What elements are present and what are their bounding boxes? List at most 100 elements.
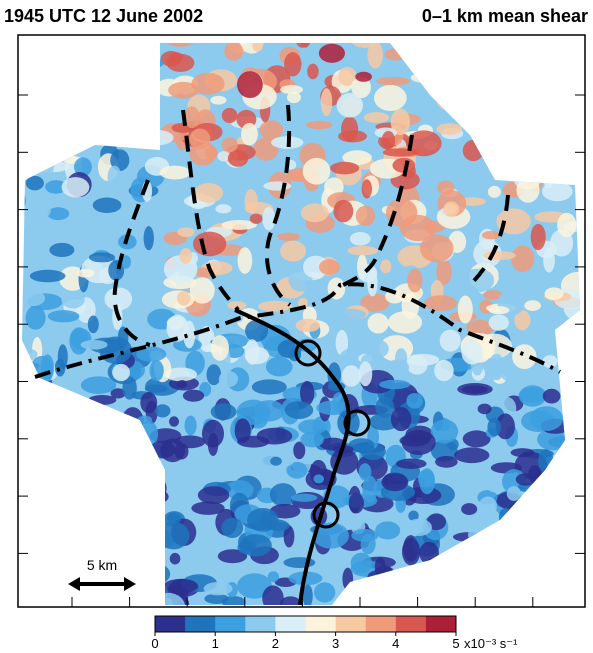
colorbar-cell	[426, 616, 457, 632]
field-blob	[468, 526, 492, 543]
field-blob	[521, 508, 536, 523]
field-blob	[198, 486, 229, 504]
field-blob	[510, 158, 541, 167]
field-blob	[487, 418, 500, 437]
field-blob	[134, 128, 163, 142]
field-blob	[380, 260, 391, 274]
field-blob	[34, 390, 67, 417]
field-blob	[552, 58, 564, 72]
field-blob	[420, 64, 435, 89]
field-blob	[28, 202, 51, 219]
field-blob	[33, 108, 46, 118]
field-blob	[69, 94, 95, 118]
field-blob	[108, 166, 122, 189]
field-blob	[44, 441, 65, 460]
field-blob	[121, 487, 146, 514]
colorbar-tick-label: 1	[212, 636, 219, 651]
field-blob	[481, 75, 507, 91]
field-blob	[31, 31, 64, 40]
field-blob	[144, 226, 154, 250]
field-blob	[402, 430, 436, 455]
field-blob	[451, 408, 462, 419]
field-blob	[44, 463, 67, 472]
field-blob	[27, 538, 38, 547]
colorbar-tick-label: 0	[151, 636, 158, 651]
field-blob	[530, 105, 540, 117]
field-blob	[550, 542, 573, 562]
field-blob	[486, 145, 512, 157]
field-blob	[432, 79, 443, 92]
field-blob	[254, 400, 285, 421]
field-blob	[147, 564, 170, 583]
field-blob	[319, 259, 340, 275]
field-blob	[516, 80, 551, 102]
field-blob	[534, 57, 556, 66]
field-blob	[518, 162, 535, 175]
field-blob	[392, 590, 402, 602]
field-blob	[38, 78, 65, 99]
field-blob	[149, 360, 163, 381]
colorbar-cell	[306, 616, 337, 632]
field-blob	[445, 74, 462, 82]
field-blob	[507, 486, 521, 501]
field-blob	[532, 139, 555, 150]
field-blob	[406, 393, 422, 409]
field-blob	[18, 458, 47, 484]
field-blob	[550, 575, 562, 588]
field-blob	[450, 565, 469, 580]
field-blob	[300, 432, 323, 447]
field-blob	[108, 449, 144, 462]
field-blob	[257, 428, 293, 445]
field-blob	[463, 140, 484, 161]
field-blob	[402, 538, 420, 565]
field-blob	[170, 553, 181, 565]
field-blob	[555, 86, 575, 98]
field-blob	[88, 315, 99, 333]
field-blob	[531, 44, 554, 53]
field-blob	[211, 403, 237, 420]
field-blob	[489, 306, 510, 314]
field-blob	[424, 295, 457, 311]
field-blob	[159, 166, 190, 180]
field-blob	[14, 414, 35, 435]
field-blob	[33, 419, 64, 440]
field-blob	[81, 376, 116, 394]
field-blob	[330, 162, 359, 175]
field-blob	[545, 287, 564, 300]
field-blob	[493, 132, 522, 148]
field-blob	[208, 433, 218, 456]
field-blob	[456, 558, 472, 585]
field-blob	[493, 113, 514, 131]
field-blob	[379, 380, 410, 390]
field-blob	[99, 336, 132, 363]
field-blob	[520, 90, 530, 116]
field-blob	[351, 553, 372, 574]
field-blob	[362, 179, 372, 198]
field-blob	[35, 461, 63, 471]
field-blob	[33, 458, 66, 476]
field-blob	[19, 588, 44, 615]
field-blob	[244, 189, 257, 213]
field-blob	[547, 533, 578, 544]
field-blob	[420, 592, 443, 606]
field-blob	[35, 137, 50, 153]
field-blob	[258, 301, 292, 312]
field-blob	[558, 490, 593, 507]
field-blob	[77, 528, 108, 540]
field-blob	[407, 269, 422, 293]
field-blob	[530, 26, 547, 51]
field-blob	[375, 521, 400, 539]
field-blob	[420, 234, 454, 262]
field-blob	[132, 69, 144, 87]
field-blob	[101, 70, 128, 89]
field-blob	[210, 96, 226, 105]
field-blob	[447, 37, 470, 61]
field-blob	[151, 478, 166, 499]
field-blob	[222, 137, 238, 152]
field-blob	[570, 150, 593, 173]
field-blob	[266, 357, 293, 377]
field-blob	[567, 421, 593, 432]
field-blob	[414, 27, 444, 45]
field-blob	[430, 60, 449, 71]
field-blob	[237, 71, 263, 98]
